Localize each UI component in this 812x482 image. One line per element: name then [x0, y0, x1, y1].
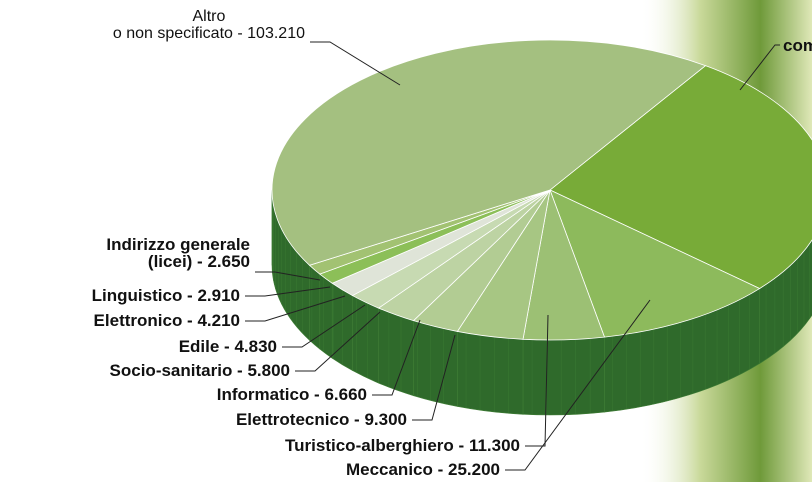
category-name: Elettrotecnico - [236, 410, 360, 429]
value-label: 9.300 [364, 410, 407, 429]
slice-label: Turistico-alberghiero - 11.300 [285, 437, 520, 454]
slice-label: Elettronico - 4.210 [94, 312, 240, 329]
slice-label: Socio-sanitario - 5.800 [110, 362, 290, 379]
category-name: Informatico - [217, 385, 320, 404]
slice-label: Elettrotecnico - 9.300 [236, 411, 407, 428]
category-name: Elettronico - [94, 311, 193, 330]
category-name: Turistico-alberghiero - [285, 436, 464, 455]
slice-label: Meccanico - 25.200 [346, 461, 500, 478]
value-label: 11.300 [469, 436, 520, 455]
slice-label: com [783, 37, 812, 54]
value-label: 4.830 [234, 337, 277, 356]
value-label: 4.210 [197, 311, 240, 330]
slice-label: Informatico - 6.660 [217, 386, 367, 403]
slice-side [523, 337, 604, 415]
chart: com Meccanico - 25.200 Turistico-alberghie… [0, 0, 812, 482]
category-name: Linguistico - [92, 286, 193, 305]
category-name: Socio-sanitario - [110, 361, 243, 380]
slice-label: Altro o non specificato - 103.210 [113, 8, 305, 42]
value-label: 6.660 [324, 385, 367, 404]
value-label: 2.650 [207, 252, 250, 271]
category-name: Meccanico - [346, 460, 443, 479]
category-name: Edile - [179, 337, 230, 356]
slice-side [457, 331, 523, 414]
value-label: 5.800 [247, 361, 290, 380]
slice-side [413, 321, 457, 407]
category-name: com [783, 36, 812, 55]
slice-side [320, 274, 332, 358]
slice-label: Edile - 4.830 [179, 338, 277, 355]
slice-side [352, 296, 378, 384]
value-label: 103.210 [247, 25, 305, 42]
category-name: Altro o non specificato - [113, 8, 243, 42]
slice-label: Indirizzo generale (licei) - 2.650 [106, 236, 250, 270]
value-label: 25.200 [448, 460, 500, 479]
value-label: 2.910 [197, 286, 240, 305]
slice-label: Linguistico - 2.910 [92, 287, 240, 304]
